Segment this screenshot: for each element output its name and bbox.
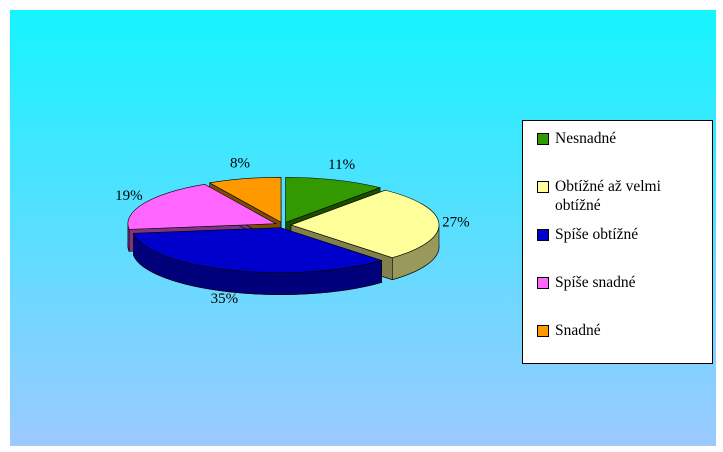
slice-top <box>290 189 440 259</box>
legend-entry: Obtížné až velmi obtížné <box>537 177 706 225</box>
value-label: 19% <box>115 188 143 204</box>
legend: Nesnadné Obtížné až velmi obtížné Spíše ob… <box>522 120 713 364</box>
legend-entry: Spíše snadné <box>537 273 706 321</box>
legend-entry: Spíše obtížné <box>537 225 706 273</box>
legend-label: Spíše snadné <box>555 274 636 291</box>
legend-swatch <box>537 181 549 193</box>
slice-top <box>133 227 383 273</box>
legend-label: Obtížné až velmi obtížné <box>555 178 661 214</box>
legend-label: Snadné <box>555 322 601 339</box>
slice-top <box>208 176 282 223</box>
value-label: 11% <box>328 157 355 173</box>
legend-swatch <box>537 325 549 337</box>
slice-top <box>127 183 277 230</box>
slice-top <box>285 177 382 223</box>
value-label: 27% <box>442 214 470 230</box>
value-label: 8% <box>230 155 250 171</box>
legend-swatch <box>537 277 549 289</box>
value-label: 35% <box>211 291 239 307</box>
legend-swatch <box>537 133 549 145</box>
pie: 11% 27% 35% 19% 8% <box>115 155 470 307</box>
legend-swatch <box>537 229 549 241</box>
legend-label: Nesnadné <box>555 130 617 147</box>
legend-entry: Nesnadné <box>537 129 706 177</box>
legend-entry: Snadné <box>537 321 706 369</box>
legend-label: Spíše obtížné <box>555 226 639 243</box>
